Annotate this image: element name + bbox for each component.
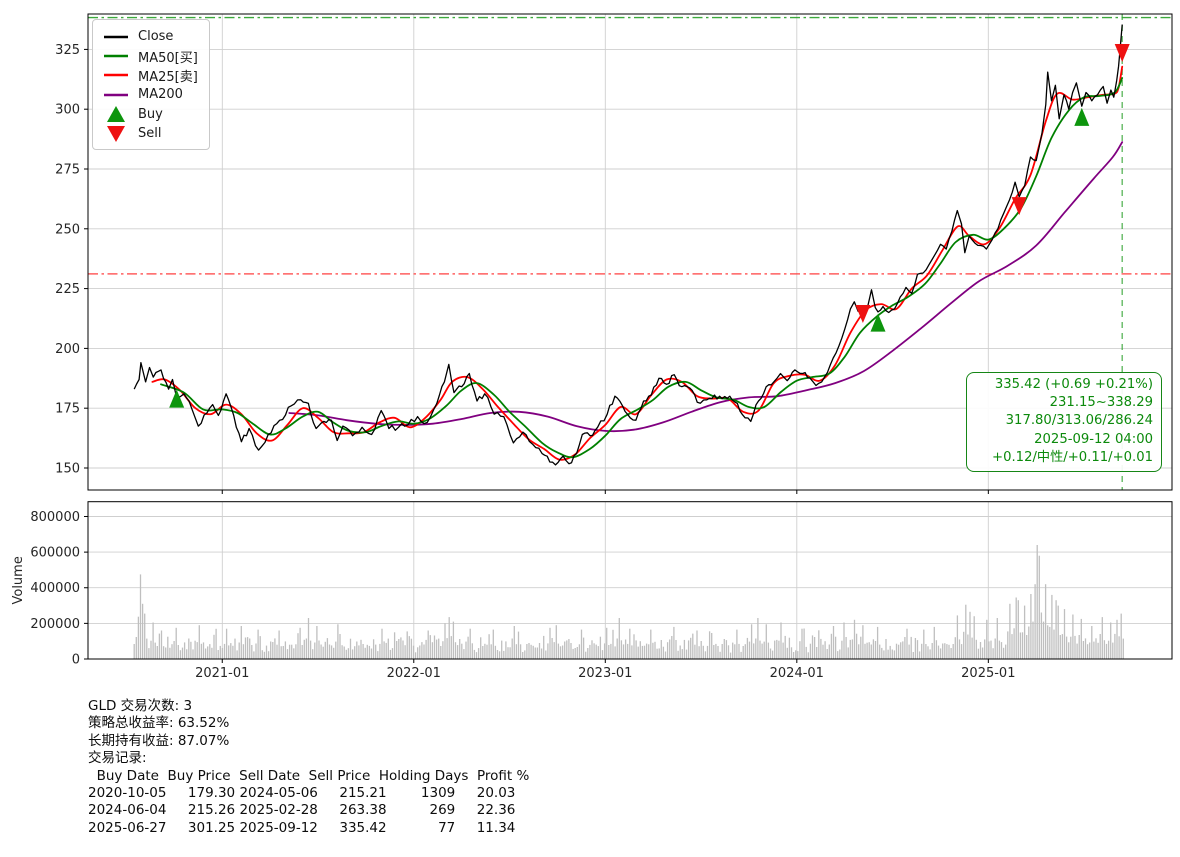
xtick-label: 2025-01 bbox=[961, 666, 1015, 681]
price-ytick-label: 225 bbox=[55, 282, 80, 297]
price-ytick-label: 325 bbox=[55, 43, 80, 58]
price-ytick-label: 175 bbox=[55, 402, 80, 417]
buy-marker bbox=[169, 389, 185, 408]
legend-label: Close bbox=[138, 29, 174, 45]
price-volume-chart: 150 175 200 225 250 275 300 325 0 200000 400000 600… bbox=[11, 13, 1173, 681]
annotation-line: 335.42 (+0.69 +0.21%) bbox=[994, 377, 1153, 392]
sell-marker bbox=[855, 304, 871, 323]
footer-line: GLD 交易次数: 3 bbox=[88, 698, 193, 714]
legend-line-swatch bbox=[104, 35, 128, 38]
volume-ytick-label: 400000 bbox=[30, 581, 80, 596]
volume-panel-spines bbox=[87, 501, 1173, 660]
xtick-label: 2022-01 bbox=[387, 666, 441, 681]
price-ytick-label: 275 bbox=[55, 162, 80, 177]
legend-item-buy: Buy bbox=[103, 105, 199, 124]
trade-summary-text: GLD 交易次数: 3 策略总收益率: 63.52% 长期持有收益: 87.07% 交… bbox=[88, 698, 529, 837]
legend-line-swatch bbox=[104, 74, 128, 77]
legend-item-ma25: MA25[卖] bbox=[103, 66, 199, 85]
annotation-line: 231.15~338.29 bbox=[1049, 395, 1153, 411]
price-ytick-label: 200 bbox=[55, 342, 80, 357]
footer-line: 长期持有收益: 87.07% bbox=[88, 732, 230, 749]
footer-line: 2025-06-27 301.25 2025-09-12 335.42 77 1… bbox=[88, 819, 516, 836]
xtick-label: 2023-01 bbox=[578, 666, 632, 681]
legend-label: MA50[买] bbox=[138, 50, 198, 66]
xtick-label: 2024-01 bbox=[770, 666, 824, 681]
price-ytick-label: 300 bbox=[55, 103, 80, 118]
sell-marker bbox=[1114, 43, 1130, 62]
legend-line-swatch bbox=[104, 54, 128, 58]
price-panel-spines bbox=[87, 13, 1173, 491]
volume-ytick-label: 600000 bbox=[30, 546, 80, 561]
annotation-line: +0.12/中性/+0.11/+0.01 bbox=[992, 449, 1153, 465]
buy-triangle-icon bbox=[107, 106, 125, 123]
quote-annotation-box: 335.42 (+0.69 +0.21%) 231.15~338.29 317.80… bbox=[966, 372, 1162, 473]
price-ytick-label: 150 bbox=[55, 461, 80, 476]
annotation-line: 2025-09-12 04:00 bbox=[1034, 431, 1153, 447]
footer-line: Buy Date Buy Price Sell Date Sell Price … bbox=[88, 767, 530, 784]
legend: Close MA50[买] MA25[卖] MA200 Buy Sell bbox=[92, 19, 210, 151]
legend-label: Sell bbox=[138, 126, 162, 142]
legend-item-sell: Sell bbox=[103, 124, 199, 143]
legend-line-swatch bbox=[104, 93, 128, 97]
series-ma50 bbox=[160, 77, 1124, 459]
buy-marker bbox=[870, 313, 886, 332]
footer-line: 交易记录: bbox=[88, 750, 147, 767]
legend-item-ma200: MA200 bbox=[103, 85, 199, 104]
sell-marker bbox=[1011, 197, 1027, 216]
volume-axis-title: Volume bbox=[11, 556, 26, 604]
footer-line: 2020-10-05 179.30 2024-05-06 215.21 1309… bbox=[88, 785, 516, 802]
volume-ytick-label: 200000 bbox=[30, 617, 80, 632]
footer-line: 2024-06-04 215.26 2025-02-28 263.38 269 … bbox=[88, 802, 516, 819]
legend-label: MA25[卖] bbox=[138, 69, 198, 85]
series-ma200 bbox=[288, 141, 1124, 433]
annotation-line: 317.80/313.06/286.24 bbox=[1005, 413, 1153, 429]
footer-line: 策略总收益率: 63.52% bbox=[88, 715, 230, 732]
volume-bars bbox=[133, 545, 1124, 659]
legend-label: MA200 bbox=[138, 87, 183, 103]
price-ytick-label: 250 bbox=[55, 222, 80, 237]
volume-ytick-label: 800000 bbox=[30, 510, 80, 525]
volume-ytick-label: 0 bbox=[72, 653, 80, 668]
series-close bbox=[133, 24, 1123, 466]
buy-marker bbox=[1074, 107, 1090, 126]
xtick-label: 2021-01 bbox=[195, 666, 249, 681]
legend-item-ma50: MA50[买] bbox=[103, 46, 199, 66]
legend-label: Buy bbox=[138, 106, 163, 122]
legend-item-close: Close bbox=[103, 27, 199, 46]
sell-triangle-icon bbox=[107, 125, 125, 142]
